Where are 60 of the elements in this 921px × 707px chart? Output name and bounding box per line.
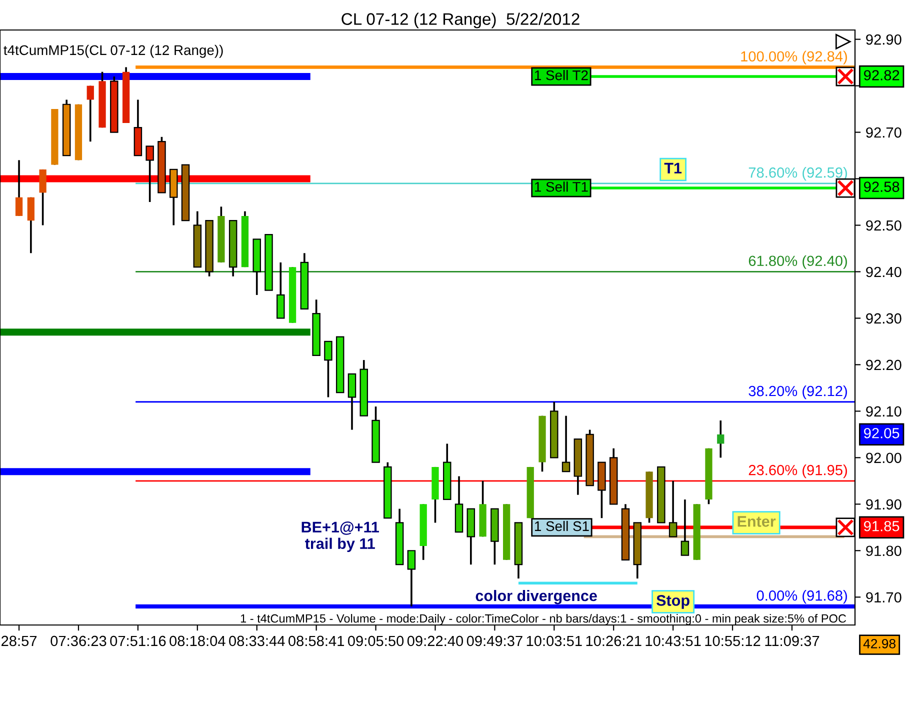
y-tick-label: 92.50: [866, 220, 902, 231]
ref-line-label: 23.60% (91.95): [748, 464, 847, 478]
text: 92.82: [864, 70, 900, 80]
x-tick-label: 09:22:40: [407, 636, 464, 646]
y-tick-label: 92.40: [866, 266, 902, 278]
ref-line-label: 61.80% (92.40): [748, 255, 847, 269]
candlestick: [146, 145, 154, 203]
x-tick-label: 28:57: [2, 636, 37, 646]
y-tick-label: 91.70: [866, 592, 902, 603]
x-tick-label: 10:43:51: [646, 636, 701, 646]
annotation: 1 - t4tCumMP15 - Volume - mode:Daily - color:TimeColor - nb bars/days:1 - smoothing:0 - min peak size:5% of POC: [240, 614, 846, 625]
candlestick: [348, 373, 356, 431]
y-tick-label: 92.70: [866, 127, 902, 138]
candlestick: [27, 196, 34, 254]
ref-line-label: 0.00% (91.68): [756, 590, 847, 604]
x-tick-label: 08:18:04: [170, 636, 226, 646]
candlestick: [15, 159, 23, 217]
ref-line-label: 100.00% (92.84): [741, 50, 847, 64]
x-tick-label: 08:33:44: [229, 636, 285, 646]
candlestick: [39, 168, 46, 226]
ref-line-label: 78.60% (92.59): [748, 167, 847, 181]
candlestick: [407, 550, 416, 608]
candlestick: [717, 420, 724, 459]
y-tick-label: 92.00: [866, 452, 902, 464]
candlestick: [668, 480, 678, 538]
x-tick-label: 10:03:51: [526, 636, 582, 646]
y-tick-label: 92.10: [866, 406, 902, 417]
y-tick-label: 92.90: [866, 34, 902, 45]
x-tick-label: 07:36:23: [50, 636, 106, 646]
x-tick-label: 08:58:41: [288, 636, 344, 646]
x-tick-label: 10:26:21: [586, 636, 642, 646]
x-tick-label: 10:55:12: [705, 636, 760, 646]
y-tick-label: 92.30: [866, 313, 902, 324]
candlestick: [86, 84, 94, 142]
x-tick-label: 09:05:50: [348, 636, 404, 646]
annotation: Stop: [656, 595, 690, 609]
annotation: BE+1@+11 trail by 11: [302, 522, 379, 552]
ref-line-label: 1 Sell T1: [534, 182, 588, 192]
ref-line-label: 1 Sell T2: [534, 70, 588, 80]
text: 92.05: [864, 428, 900, 438]
y-tick-label: 91.80: [866, 546, 902, 556]
candlestick: [562, 414, 570, 473]
chart-title: CL 07-12 (12 Range) 5/22/2012: [342, 12, 580, 28]
y-tick-label: 92.20: [866, 360, 902, 370]
candlestick: [324, 340, 332, 398]
ref-line-label: 38.20% (92.12): [748, 385, 847, 400]
annotation: color divergence: [476, 590, 597, 604]
x-tick-label: 07:51:16: [110, 636, 166, 646]
annotation: T1: [664, 162, 682, 174]
text: 42.98: [863, 638, 896, 648]
x-tick-label: 09:49:37: [466, 636, 522, 646]
text: 92.58: [864, 182, 900, 192]
candlestick: [680, 498, 690, 556]
y-tick-label: 91.90: [866, 499, 902, 510]
candlestick: [276, 262, 285, 320]
annotation: t4tCumMP15(CL 07-12 (12 Range)): [4, 44, 223, 58]
text: 91.85: [864, 520, 900, 532]
annotation: Enter: [738, 516, 776, 527]
x-tick-label: 11:09:37: [765, 636, 820, 646]
ref-line-label: 1 Sell S1: [534, 520, 589, 532]
